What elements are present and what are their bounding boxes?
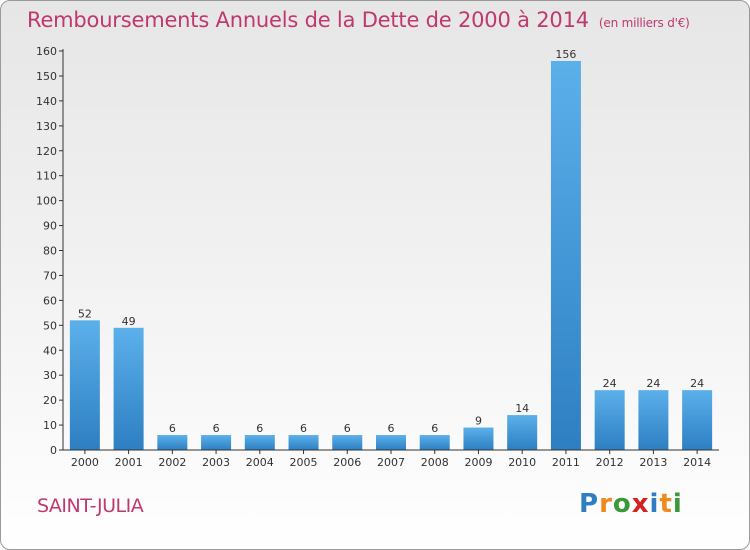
data-label-2011: 156 [555,48,576,61]
data-label-2014: 24 [690,377,704,390]
data-label-2010: 14 [515,402,529,415]
x-tick-label: 2005 [290,456,318,469]
bar-2003 [201,435,232,450]
y-tick-label: 80 [43,245,57,258]
bar-2007 [376,435,406,450]
bar-2010 [507,415,538,450]
y-tick-label: 30 [43,369,57,382]
bar-2012 [594,390,625,450]
data-label-2000: 52 [78,307,92,320]
x-tick-label: 2000 [71,456,99,469]
y-tick-label: 20 [43,394,57,407]
x-tick-label: 2013 [639,456,667,469]
x-tick-label: 2002 [158,456,186,469]
brand-letter: i [672,489,683,519]
data-label-2007: 6 [388,422,395,435]
bar-2009 [463,427,494,450]
chart-title: Remboursements Annuels de la Dette de 20… [27,8,690,32]
bar-2013 [638,390,669,450]
y-tick-label: 70 [43,269,57,282]
y-tick-label: 90 [43,220,57,233]
brand-letter: i [649,489,660,519]
bar-2002 [157,435,188,450]
bar-2011 [550,60,581,450]
y-tick-label: 60 [43,294,57,307]
x-tick-label: 2003 [202,456,230,469]
x-tick-label: 2010 [508,456,536,469]
bar-2004 [244,435,275,450]
brand-letter: P [579,489,600,519]
x-tick-label: 2008 [421,456,449,469]
bar-2008 [419,435,450,450]
data-label-2006: 6 [344,422,351,435]
brand-letter: t [659,489,673,519]
y-tick-label: 10 [43,419,57,432]
y-tick-label: 130 [36,120,57,133]
brand-letter: x [631,489,650,519]
data-label-2001: 49 [122,315,136,328]
y-tick-label: 50 [43,319,57,332]
data-label-2009: 9 [475,415,482,428]
x-tick-label: 2011 [552,456,580,469]
bar-2001 [113,327,144,450]
x-tick-label: 2012 [596,456,624,469]
data-label-2004: 6 [256,422,263,435]
data-label-2003: 6 [213,422,220,435]
bar-2014 [682,390,713,450]
brand-logo: Proxiti [579,489,683,519]
data-label-2013: 24 [646,377,660,390]
bar-2006 [332,435,363,450]
bar-2000 [69,320,100,450]
x-tick-label: 2001 [115,456,143,469]
x-tick-label: 2004 [246,456,274,469]
data-label-2012: 24 [603,377,617,390]
brand-letter: o [612,489,632,519]
y-tick-label: 140 [36,95,57,108]
data-label-2005: 6 [300,422,307,435]
title-text: Remboursements Annuels de la Dette de 20… [27,8,589,32]
y-tick-label: 100 [36,195,57,208]
y-tick-label: 110 [36,170,57,183]
place-name: SAINT-JULIA [37,495,144,517]
y-tick-label: 0 [50,444,57,457]
y-tick-label: 120 [36,145,57,158]
y-tick-label: 40 [43,344,57,357]
x-tick-label: 2009 [464,456,492,469]
unit-text: (en milliers d'€) [598,16,690,30]
x-tick-label: 2014 [683,456,711,469]
data-label-2002: 6 [169,422,176,435]
x-tick-label: 2006 [333,456,361,469]
y-tick-label: 150 [36,70,57,83]
data-label-2008: 6 [431,422,438,435]
brand-letter: r [599,489,613,519]
x-tick-label: 2007 [377,456,405,469]
bar-2005 [288,435,319,450]
y-tick-label: 160 [36,45,57,58]
